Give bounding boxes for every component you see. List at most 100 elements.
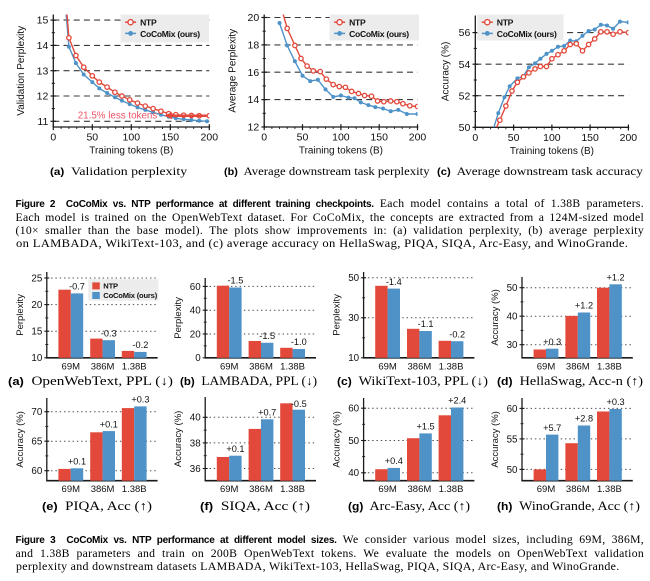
svg-text:50: 50 (86, 132, 98, 144)
svg-text:54: 54 (459, 59, 471, 71)
svg-text:40: 40 (190, 306, 201, 317)
svg-text:70: 70 (31, 407, 42, 418)
svg-text:386M: 386M (408, 484, 432, 495)
svg-text:Accuracy (%): Accuracy (%) (490, 289, 501, 345)
svg-text:150: 150 (162, 132, 180, 144)
svg-text:-1.1: -1.1 (418, 319, 434, 329)
svg-text:50: 50 (508, 132, 520, 144)
svg-text:Validation Perplexity: Validation Perplexity (16, 26, 27, 116)
svg-text:1.38B: 1.38B (280, 361, 305, 372)
svg-text:100: 100 (543, 132, 561, 144)
svg-text:69M: 69M (220, 484, 239, 495)
svg-text:-0.2: -0.2 (449, 329, 465, 339)
svg-text:1.38B: 1.38B (597, 484, 622, 495)
svg-text:20: 20 (190, 329, 201, 340)
svg-text:NTP: NTP (103, 282, 118, 291)
svg-text:386M: 386M (566, 361, 590, 372)
svg-text:100: 100 (123, 132, 141, 144)
svg-text:60: 60 (31, 466, 42, 477)
svg-text:+1.2: +1.2 (575, 301, 593, 311)
svg-text:Perplexity: Perplexity (173, 297, 184, 339)
svg-text:69M: 69M (537, 361, 556, 372)
svg-text:1.38B: 1.38B (439, 484, 464, 495)
svg-text:386M: 386M (249, 484, 273, 495)
svg-text:0: 0 (261, 132, 267, 144)
svg-text:55: 55 (507, 434, 518, 445)
svg-text:200: 200 (201, 132, 219, 144)
svg-text:60: 60 (190, 282, 201, 293)
svg-text:15: 15 (37, 15, 49, 27)
svg-text:+0.3: +0.3 (131, 395, 149, 405)
svg-text:-0.2: -0.2 (132, 340, 148, 350)
svg-text:NTP: NTP (497, 18, 514, 28)
svg-text:12: 12 (37, 91, 49, 103)
svg-text:100: 100 (332, 132, 350, 144)
svg-text:CoCoMix (ours): CoCoMix (ours) (103, 291, 157, 300)
svg-text:10: 10 (348, 353, 359, 364)
svg-text:13: 13 (37, 65, 49, 77)
svg-text:+5.7: +5.7 (543, 423, 561, 433)
svg-text:38: 38 (190, 438, 201, 449)
svg-text:56: 56 (459, 27, 471, 39)
svg-text:150: 150 (581, 132, 599, 144)
svg-text:20: 20 (248, 12, 260, 24)
svg-text:69M: 69M (62, 361, 81, 372)
svg-text:1.38B: 1.38B (597, 361, 622, 372)
svg-text:50: 50 (507, 283, 518, 294)
svg-text:18: 18 (248, 40, 260, 52)
svg-text:Training tokens (B): Training tokens (B) (89, 146, 173, 157)
svg-text:50: 50 (507, 465, 518, 476)
svg-text:50: 50 (348, 436, 359, 447)
svg-text:60: 60 (507, 404, 518, 415)
svg-text:386M: 386M (249, 361, 273, 372)
svg-text:+2.8: +2.8 (575, 414, 593, 424)
svg-text:16: 16 (248, 67, 260, 79)
svg-text:Average Perplexity: Average Perplexity (228, 29, 239, 113)
svg-text:30: 30 (348, 313, 359, 324)
svg-text:30: 30 (507, 340, 518, 351)
svg-text:Accuracy (%): Accuracy (%) (15, 411, 26, 467)
svg-text:40: 40 (507, 312, 518, 323)
svg-text:36: 36 (190, 464, 201, 475)
svg-text:50: 50 (348, 273, 359, 284)
svg-text:69M: 69M (378, 361, 397, 372)
svg-text:1.38B: 1.38B (439, 361, 464, 372)
svg-text:200: 200 (409, 132, 427, 144)
svg-text:1.38B: 1.38B (280, 484, 305, 495)
svg-text:+1.2: +1.2 (607, 273, 625, 283)
svg-text:Accuracy (%): Accuracy (%) (173, 411, 184, 467)
svg-text:25: 25 (31, 273, 42, 284)
svg-text:40: 40 (348, 468, 359, 479)
svg-text:0: 0 (50, 132, 56, 144)
svg-text:50: 50 (297, 132, 309, 144)
svg-text:-0.3: -0.3 (101, 328, 117, 338)
svg-text:+2.4: +2.4 (448, 396, 466, 406)
svg-text:386M: 386M (91, 361, 115, 372)
svg-text:15: 15 (31, 327, 42, 338)
svg-text:0: 0 (472, 132, 478, 144)
svg-text:69M: 69M (62, 484, 81, 495)
svg-text:65: 65 (31, 437, 42, 448)
svg-text:CoCoMix (ours): CoCoMix (ours) (349, 29, 409, 39)
svg-text:+0.4: +0.4 (385, 456, 403, 466)
svg-text:14: 14 (37, 40, 49, 52)
svg-text:150: 150 (370, 132, 388, 144)
svg-text:-1.0: -1.0 (291, 337, 307, 347)
svg-text:+0.1: +0.1 (100, 419, 118, 429)
svg-text:21.5% less tokens: 21.5% less tokens (78, 111, 158, 122)
svg-text:+0.3: +0.3 (607, 397, 625, 407)
svg-text:+0.3: +0.3 (543, 337, 561, 347)
svg-text:Accuracy (%): Accuracy (%) (490, 411, 501, 467)
svg-text:Perplexity: Perplexity (332, 294, 343, 336)
svg-text:+1.5: +1.5 (417, 422, 435, 432)
svg-text:200: 200 (620, 132, 638, 144)
svg-text:Perplexity: Perplexity (15, 294, 26, 336)
svg-text:Accuracy (%): Accuracy (%) (332, 411, 343, 467)
svg-text:69M: 69M (220, 361, 239, 372)
svg-text:CoCoMix (ours): CoCoMix (ours) (140, 29, 200, 39)
svg-text:14: 14 (248, 94, 260, 106)
svg-text:10: 10 (31, 353, 42, 364)
svg-text:Training tokens (B): Training tokens (B) (510, 146, 594, 157)
svg-text:1.38B: 1.38B (122, 361, 147, 372)
svg-text:11: 11 (37, 116, 48, 128)
